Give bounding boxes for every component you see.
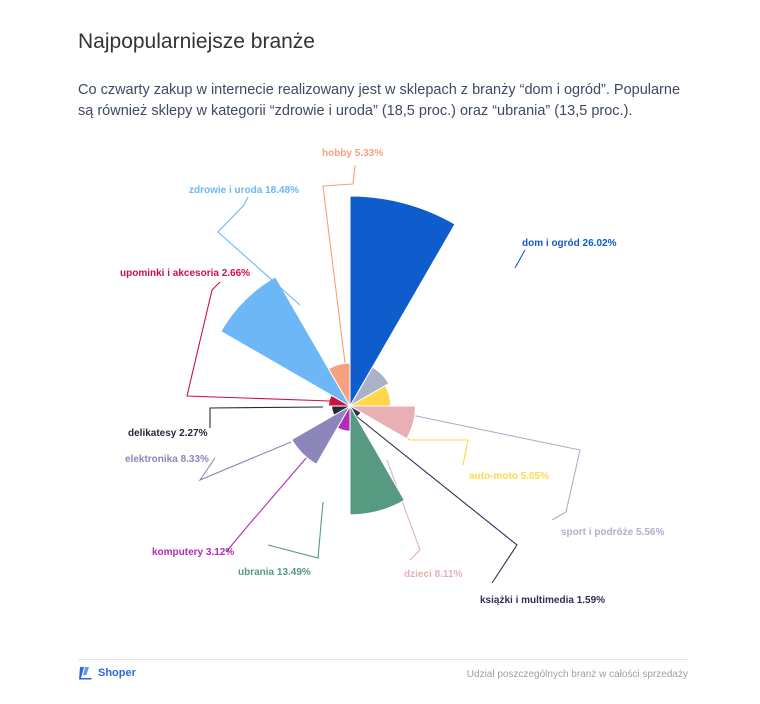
leader-line-8	[198, 441, 292, 482]
footer-divider	[78, 659, 688, 660]
leader-line-11	[217, 196, 301, 306]
leader-line-1	[514, 249, 526, 269]
slice-label-10: upominki i akcesoria 2.66%	[120, 268, 250, 279]
slice-label-3: auto-moto 5.05%	[469, 471, 549, 482]
leader-line-4	[386, 459, 421, 561]
chart-title: Najpopularniejsze branże	[78, 30, 315, 53]
slice-label-5: książki i multimedia 1.59%	[480, 595, 605, 606]
leader-line-6	[267, 501, 324, 559]
slice-label-12: hobby 5.33%	[322, 148, 383, 159]
leader-line-2	[396, 411, 581, 521]
chart-subtitle: Co czwarty zakup w internecie realizowan…	[78, 82, 681, 119]
slice-label-2: sport i podróże 5.56%	[561, 527, 664, 538]
shoper-logo-icon	[79, 667, 92, 680]
pie-slice-12	[327, 362, 351, 408]
pie-slice-4	[348, 405, 416, 440]
pie-slice-11	[220, 276, 352, 408]
slice-label-6: ubrania 13.49%	[238, 567, 311, 578]
slice-label-1: dom i ogród 26.02%	[522, 238, 617, 249]
shoper-logo: Shoper	[78, 666, 136, 680]
slice-label-7: komputery 3.12%	[152, 547, 234, 558]
leader-line-7	[225, 413, 345, 553]
leader-line-10	[186, 281, 331, 402]
leader-line-12	[322, 164, 356, 364]
shoper-logo-text: Shoper	[98, 667, 136, 679]
leader-line-5	[355, 415, 518, 584]
footer-note: Udział poszczególnych branż w całości sp…	[466, 669, 688, 680]
pie-slice-2	[348, 366, 390, 408]
pie-slice-8	[291, 404, 352, 465]
slice-label-4: dzieci 8.11%	[404, 569, 462, 580]
pie-slice-1	[349, 195, 456, 408]
slice-label-11: zdrowie i uroda 18.48%	[189, 185, 299, 196]
slice-label-8: elektronika 8.33%	[125, 454, 209, 465]
slice-label-9: delikatesy 2.27%	[128, 428, 208, 439]
pie-slice-6	[349, 404, 406, 516]
leader-line-9	[209, 406, 324, 428]
